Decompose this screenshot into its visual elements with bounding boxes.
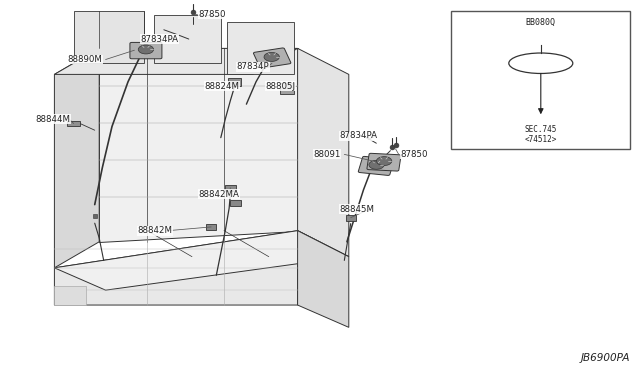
Text: SEC.745
<74512>: SEC.745 <74512> bbox=[525, 125, 557, 144]
Circle shape bbox=[376, 157, 392, 166]
Bar bbox=[206, 224, 216, 230]
Polygon shape bbox=[227, 22, 294, 74]
FancyBboxPatch shape bbox=[253, 48, 291, 68]
Text: BB080Q: BB080Q bbox=[526, 18, 556, 27]
FancyBboxPatch shape bbox=[130, 42, 162, 59]
Polygon shape bbox=[54, 48, 298, 74]
Polygon shape bbox=[54, 231, 298, 305]
Text: 88842MA: 88842MA bbox=[198, 190, 239, 199]
Text: JB6900PA: JB6900PA bbox=[581, 353, 630, 363]
Ellipse shape bbox=[509, 53, 573, 74]
Text: 88845M: 88845M bbox=[339, 205, 374, 214]
Polygon shape bbox=[154, 15, 221, 63]
Text: 88805J: 88805J bbox=[266, 82, 296, 91]
Bar bbox=[451, 11, 630, 149]
FancyBboxPatch shape bbox=[358, 156, 394, 176]
Text: 87834PA: 87834PA bbox=[141, 35, 179, 44]
Circle shape bbox=[138, 45, 154, 54]
Bar bbox=[230, 200, 241, 205]
Bar bbox=[280, 83, 294, 94]
Circle shape bbox=[369, 160, 384, 169]
Bar bbox=[346, 215, 356, 221]
Text: 88890M: 88890M bbox=[67, 55, 102, 64]
Polygon shape bbox=[74, 11, 144, 63]
Polygon shape bbox=[54, 48, 99, 268]
Polygon shape bbox=[298, 231, 349, 327]
Polygon shape bbox=[99, 48, 298, 242]
Polygon shape bbox=[54, 231, 349, 290]
Text: 87850: 87850 bbox=[400, 150, 428, 159]
Bar bbox=[228, 78, 241, 86]
Bar bbox=[67, 121, 80, 126]
Text: 88091: 88091 bbox=[314, 150, 341, 159]
Text: 87850: 87850 bbox=[198, 10, 226, 19]
FancyBboxPatch shape bbox=[367, 153, 401, 171]
Bar bbox=[225, 185, 236, 191]
Text: 88842M: 88842M bbox=[138, 226, 173, 235]
Circle shape bbox=[264, 52, 279, 61]
Text: 88844M: 88844M bbox=[35, 115, 70, 124]
Text: 87834P: 87834P bbox=[237, 62, 269, 71]
Polygon shape bbox=[54, 286, 86, 305]
Polygon shape bbox=[298, 48, 349, 257]
Text: 88824M: 88824M bbox=[205, 82, 240, 91]
Text: 87834PA: 87834PA bbox=[339, 131, 377, 140]
